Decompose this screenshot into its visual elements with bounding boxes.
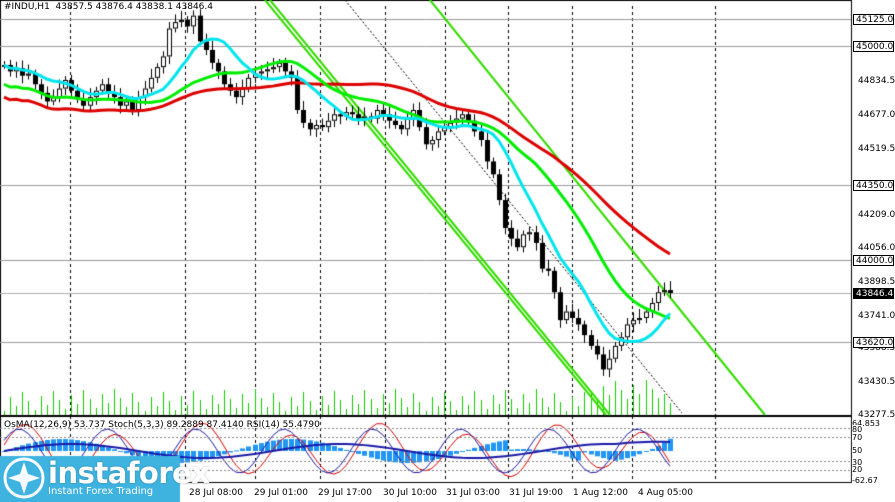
level-tag: 43620.0 [853, 336, 894, 348]
time-tick: 28 Jul 08:00 [189, 488, 243, 498]
instaforex-logo-icon [3, 457, 45, 499]
price-tick: 44677.0 [858, 109, 895, 120]
time-tick: 31 Jul 19:00 [509, 488, 563, 498]
oscillator-level: 70 [852, 433, 863, 442]
time-tick: 31 Jul 03:00 [446, 488, 500, 498]
symbol-label: #INDU,H1 [4, 2, 50, 12]
oscillator-level: 80 [852, 425, 863, 434]
time-tick: 30 Jul 10:00 [383, 488, 437, 498]
level-tag: 45000.0 [853, 40, 894, 52]
price-tick: 44056.0 [858, 243, 895, 254]
ohlc-values: 43857.5 43876.4 43838.1 43846.4 [55, 2, 213, 12]
price-tick: 43898.5 [858, 276, 895, 287]
time-tick: 1 Aug 12:00 [573, 488, 628, 498]
level-tag: 44000.0 [853, 255, 894, 267]
price-tick: 44834.5 [858, 76, 895, 87]
price-tick: 44519.5 [858, 143, 895, 154]
current-price-tag: 43846.4 [853, 288, 894, 300]
price-tick: 43741.0 [858, 310, 895, 321]
watermark-brand: instaforex [48, 456, 210, 490]
price-tick: 43277.5 [858, 410, 895, 420]
oscillator-label: OsMA(12,26,9) 53.737 Stoch(5,3,3) 89.288… [4, 420, 320, 430]
price-tick: 43588.5 [858, 343, 895, 353]
time-tick: 29 Jul 01:00 [254, 488, 308, 498]
level-tag: 45125.0 [853, 13, 894, 25]
price-tick: 43430.5 [858, 377, 895, 388]
oscillator-level: -62.67 [852, 476, 878, 485]
oscillator-level: 64.853 [852, 419, 880, 428]
oscillator-level: 30 [852, 458, 863, 467]
time-tick: 4 Aug 05:00 [638, 488, 693, 498]
symbol-header: #INDU,H1 43857.5 43876.4 43838.1 43846.4 [4, 2, 213, 13]
oscillator-level: 20 [852, 465, 863, 474]
price-tick: 44209.0 [858, 210, 895, 221]
time-tick: 29 Jul 17:00 [318, 488, 372, 498]
watermark-tagline: Instant Forex Trading [48, 486, 154, 497]
level-tag: 44350.0 [853, 180, 894, 192]
oscillator-level: 50 [852, 446, 863, 455]
